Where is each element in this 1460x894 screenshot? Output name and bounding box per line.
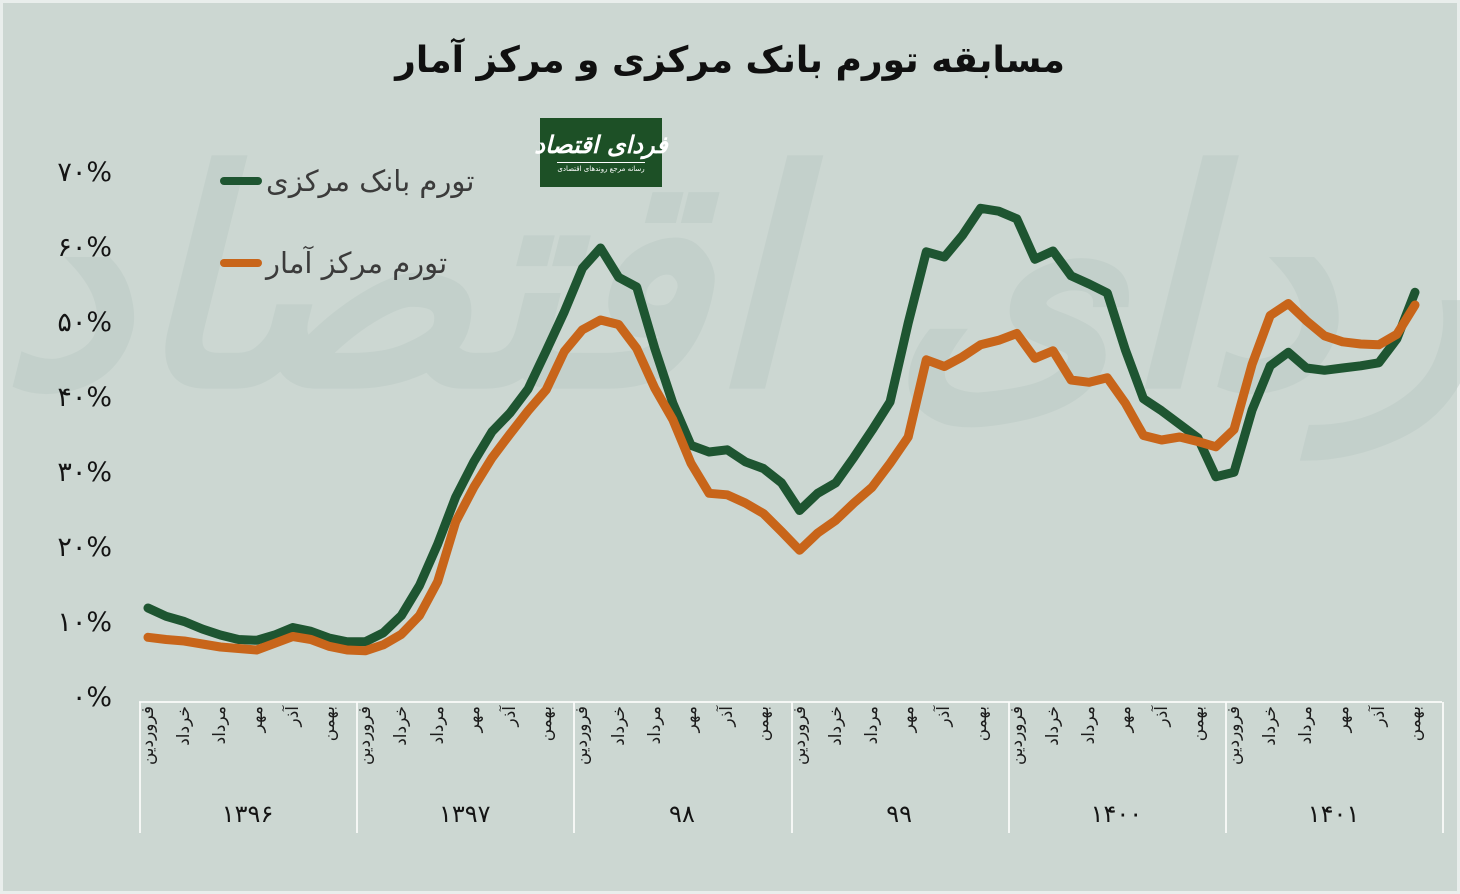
year-label-2: ۹۸ bbox=[669, 800, 695, 828]
y-tick-40: ۴۰% bbox=[57, 382, 112, 413]
series-line-1 bbox=[143, 299, 1420, 656]
x-tick-y1-m10: بهمن bbox=[536, 706, 557, 742]
year-label-4: ۱۴۰۰ bbox=[1090, 800, 1143, 828]
x-tick-y2-m10: بهمن bbox=[753, 706, 774, 742]
x-tick-y4-m0: فروردین bbox=[1006, 706, 1027, 766]
year-separator-1 bbox=[356, 702, 358, 833]
y-tick-30: ۳۰% bbox=[57, 457, 112, 488]
statistics-center-line-swatch bbox=[220, 259, 262, 267]
y-tick-0: ۰% bbox=[71, 682, 112, 713]
year-separator-4 bbox=[1008, 702, 1010, 833]
year-separator-2 bbox=[573, 702, 575, 833]
legend-label-statistics-center: تورم مرکز آمار bbox=[266, 246, 448, 280]
year-label-3: ۹۹ bbox=[886, 800, 913, 828]
year-separator-0 bbox=[139, 702, 141, 833]
logo-wordmark: فردای اقتصاد bbox=[534, 131, 668, 160]
x-tick-y1-m0: فروردین bbox=[355, 706, 376, 766]
x-tick-y2-m0: فروردین bbox=[572, 706, 593, 766]
year-label-0: ۱۳۹۶ bbox=[221, 800, 274, 828]
x-tick-y5-m0: فروردین bbox=[1224, 706, 1244, 766]
x-tick-y3-m0: فروردین bbox=[789, 706, 810, 766]
year-separator-3 bbox=[791, 702, 793, 833]
logo-tagline: رسانه مرجع روندهای اقتصادی bbox=[557, 161, 645, 173]
central-bank-line-swatch bbox=[220, 177, 262, 185]
farda-eqtesad-logo: فردای اقتصاد رسانه مرجع روندهای اقتصادی bbox=[534, 118, 668, 187]
legend-label-central-bank: تورم بانک مرکزی bbox=[266, 164, 475, 198]
y-tick-10: ۱۰% bbox=[57, 607, 112, 638]
x-tick-y0-m10: بهمن bbox=[319, 706, 339, 742]
y-tick-70: ۷۰% bbox=[57, 157, 112, 188]
y-tick-60: ۶۰% bbox=[57, 232, 112, 263]
x-tick-y0-m0: فروردین bbox=[138, 706, 158, 766]
x-axis-line bbox=[138, 701, 1443, 703]
year-label-5: ۱۴۰۱ bbox=[1307, 800, 1360, 828]
legend-item-statistics-center: تورم مرکز آمار bbox=[220, 242, 474, 284]
series-line-0 bbox=[143, 203, 1420, 647]
y-tick-20: ۲۰% bbox=[57, 532, 112, 563]
year-label-1: ۱۳۹۷ bbox=[438, 800, 491, 828]
legend-item-central-bank: تورم بانک مرکزی bbox=[220, 160, 474, 202]
page-title: مسابقه تورم بانک مرکزی و مرکز آمار bbox=[395, 40, 1065, 81]
y-tick-50: ۵۰% bbox=[57, 307, 112, 338]
year-separator-6 bbox=[1442, 702, 1444, 833]
x-tick-y3-m10: بهمن bbox=[970, 706, 991, 742]
year-separator-5 bbox=[1225, 702, 1227, 833]
chart-legend: تورم بانک مرکزی تورم مرکز آمار bbox=[220, 160, 474, 324]
x-tick-y5-m10: بهمن bbox=[1405, 706, 1425, 742]
x-tick-y4-m10: بهمن bbox=[1187, 706, 1208, 742]
